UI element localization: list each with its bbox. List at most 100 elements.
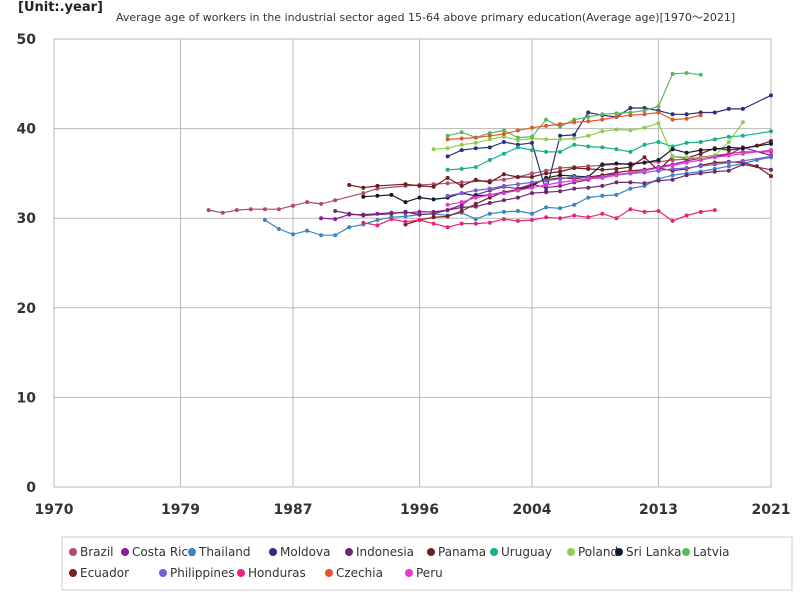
- data-point-philippines: [530, 180, 534, 185]
- data-point-indonesia: [656, 178, 661, 183]
- data-point-indonesia: [769, 167, 773, 172]
- plot-frame: [53, 38, 772, 488]
- data-point-honduras: [558, 216, 563, 221]
- data-point-czechia: [670, 117, 675, 122]
- data-point-ecuador: [445, 214, 450, 219]
- data-point-uruguay: [487, 158, 492, 162]
- legend-item-ecuador: Ecuador: [69, 566, 129, 580]
- data-point-panama: [572, 166, 577, 170]
- data-point-brazil: [319, 201, 324, 206]
- data-point-honduras: [628, 207, 633, 212]
- y-tick-label: 50: [17, 32, 37, 48]
- data-point-ecuador: [431, 215, 436, 220]
- data-point-philippines: [459, 191, 464, 196]
- data-point-indonesia: [530, 191, 534, 196]
- legend-label-brazil: Brazil: [80, 545, 114, 559]
- series-line-honduras: [363, 208, 715, 228]
- data-point-honduras: [642, 209, 647, 214]
- data-point-peru: [769, 148, 773, 153]
- data-point-uruguay: [572, 142, 577, 147]
- x-tick-label: 1970: [35, 502, 74, 518]
- data-point-sri-lanka: [726, 145, 731, 150]
- legend-label-uruguay: Uruguay: [501, 545, 552, 559]
- data-point-indonesia: [417, 212, 422, 217]
- data-point-brazil: [291, 203, 295, 208]
- data-point-brazil: [530, 171, 534, 176]
- chart-title: Average age of workers in the industrial…: [116, 11, 736, 24]
- data-point-honduras: [403, 219, 408, 224]
- data-point-thailand: [375, 218, 380, 222]
- legend-marker-honduras: [237, 569, 245, 577]
- axis-labels: 0 10 20 30 40 50 1970 1979 1987 1996 2004 2013 2021: [17, 32, 791, 518]
- data-point-thailand: [403, 214, 408, 219]
- legend-marker-uruguay: [490, 548, 498, 556]
- data-point-moldova: [445, 154, 450, 159]
- legend-item-poland: Poland: [567, 545, 618, 559]
- legend-marker-poland: [567, 548, 575, 556]
- data-point-czechia: [544, 123, 549, 128]
- data-point-honduras: [431, 221, 436, 226]
- data-point-czechia: [558, 122, 563, 127]
- unit-label: [Unit:.year]: [18, 0, 103, 15]
- data-point-sri-lanka: [684, 150, 689, 155]
- legend-label-indonesia: Indonesia: [356, 545, 414, 559]
- data-point-indonesia: [726, 168, 731, 173]
- data-point-brazil: [670, 158, 675, 162]
- data-point-sri-lanka: [431, 197, 436, 202]
- series-line-latvia: [447, 72, 701, 139]
- data-point-uruguay: [740, 133, 745, 138]
- data-point-uruguay: [726, 134, 731, 139]
- data-point-brazil: [262, 207, 267, 212]
- data-point-sri-lanka: [698, 148, 703, 153]
- data-point-indonesia: [642, 181, 647, 186]
- y-tick-label: 20: [17, 301, 37, 317]
- data-point-sri-lanka: [656, 158, 661, 162]
- data-point-brazil: [305, 200, 310, 205]
- data-point-peru: [698, 158, 703, 162]
- data-point-thailand: [530, 211, 534, 216]
- data-point-thailand: [544, 205, 549, 210]
- y-tick-label: 40: [17, 122, 37, 138]
- data-point-czechia: [628, 113, 633, 118]
- data-point-thailand: [276, 227, 281, 231]
- data-point-costa-rica: [333, 217, 338, 222]
- data-point-thailand: [333, 233, 338, 238]
- data-point-sri-lanka: [361, 194, 366, 199]
- data-point-indonesia: [558, 189, 563, 194]
- data-point-poland: [642, 125, 647, 130]
- data-point-panama: [558, 169, 563, 174]
- data-point-poland: [656, 121, 661, 126]
- data-point-uruguay: [642, 142, 647, 147]
- data-point-indonesia: [515, 195, 520, 200]
- data-point-peru: [572, 178, 577, 183]
- data-point-brazil: [276, 207, 281, 212]
- data-point-czechia: [572, 120, 577, 125]
- data-point-peru: [614, 173, 619, 178]
- data-point-latvia: [656, 104, 661, 109]
- data-point-latvia: [600, 112, 605, 117]
- data-point-honduras: [487, 220, 492, 225]
- data-point-ecuador: [473, 201, 478, 206]
- data-point-uruguay: [614, 147, 619, 152]
- data-point-panama: [614, 166, 619, 171]
- data-point-brazil: [459, 180, 464, 185]
- data-point-uruguay: [698, 140, 703, 144]
- data-point-panama: [501, 172, 506, 177]
- series-uruguay: [445, 129, 773, 172]
- data-point-indonesia: [600, 183, 605, 188]
- data-point-czechia: [698, 113, 703, 118]
- data-point-thailand: [487, 211, 492, 216]
- data-point-honduras: [515, 218, 520, 223]
- data-point-czechia: [487, 133, 492, 138]
- legend-item-philippines: Philippines: [159, 566, 235, 580]
- data-point-honduras: [501, 217, 506, 222]
- legend-marker-costa-rica: [121, 548, 129, 556]
- data-point-poland: [558, 137, 563, 142]
- data-point-poland: [670, 154, 675, 159]
- legend: Brazil Costa Rica Thailand Moldova Indonesia…: [61, 536, 793, 591]
- data-point-sri-lanka: [600, 162, 605, 167]
- data-point-czechia: [586, 119, 591, 124]
- data-point-czechia: [656, 110, 661, 115]
- data-point-peru: [544, 183, 549, 187]
- data-point-czechia: [614, 115, 619, 119]
